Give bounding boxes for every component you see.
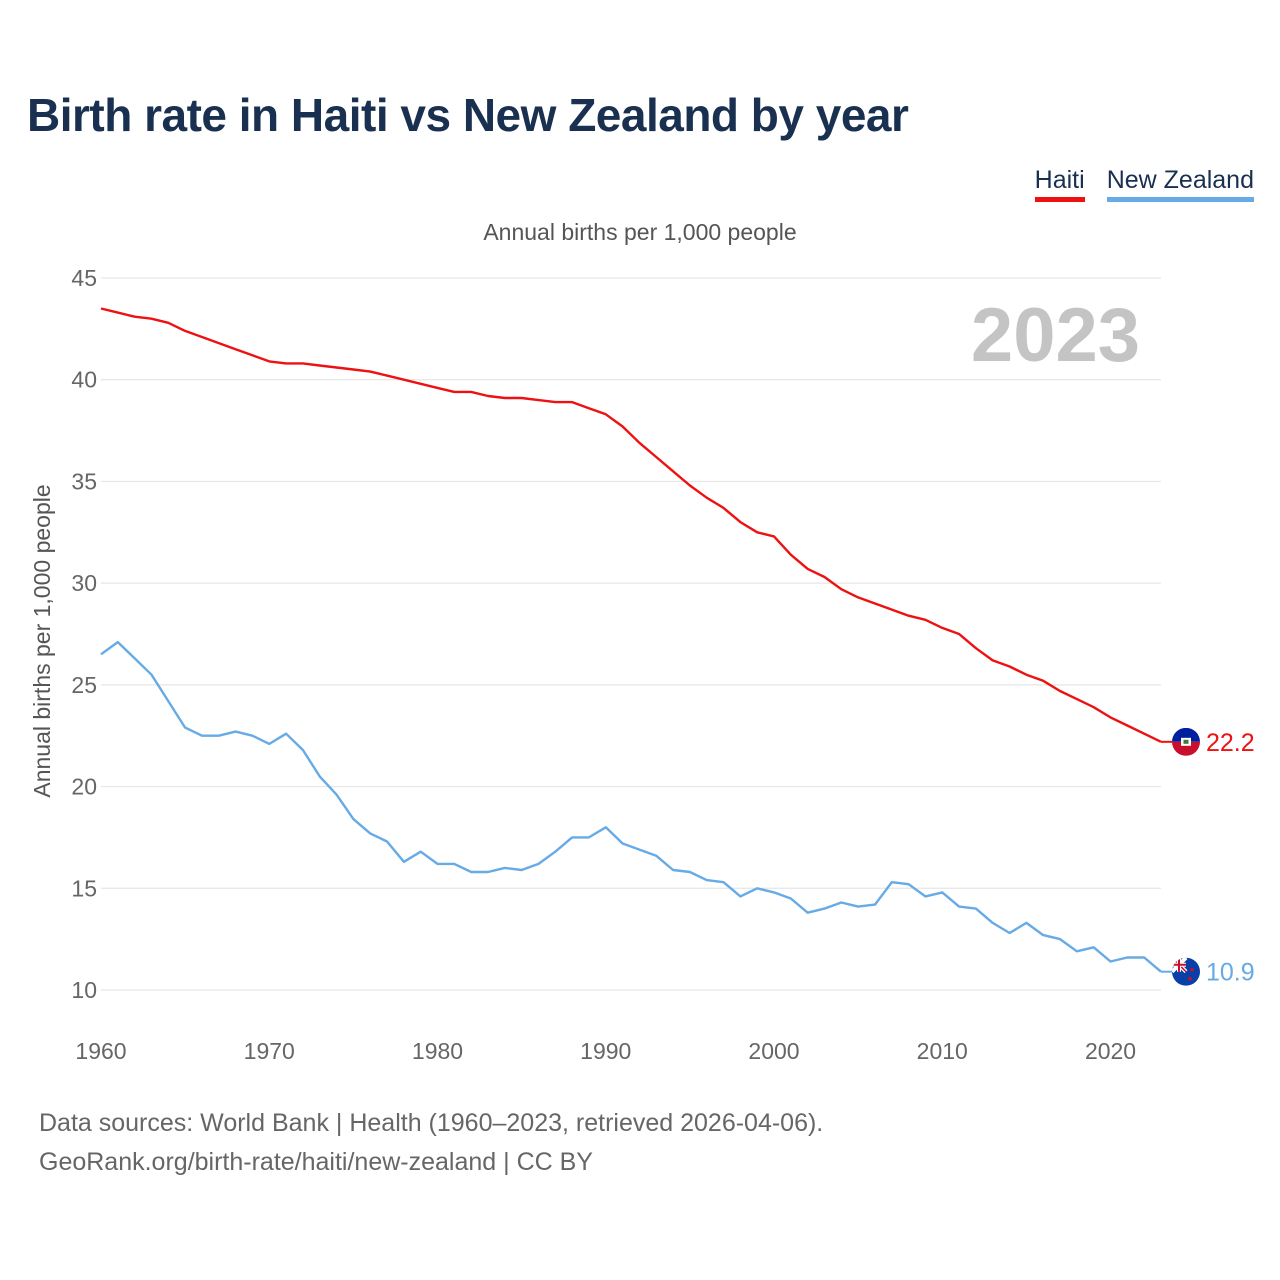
y-tick-label: 40 xyxy=(71,367,97,393)
year-watermark: 2023 xyxy=(971,293,1140,378)
legend: Haiti New Zealand xyxy=(1034,166,1254,202)
x-tick-label: 2020 xyxy=(1085,1038,1136,1064)
y-axis-label: Annual births per 1,000 people xyxy=(29,484,55,797)
grid-lines xyxy=(101,277,1161,991)
x-tick-label: 1960 xyxy=(75,1038,126,1064)
y-tick-label: 20 xyxy=(71,774,97,800)
footer-link[interactable]: GeoRank.org/birth-rate/haiti/new-zealand… xyxy=(39,1148,593,1176)
x-tick-label: 2010 xyxy=(917,1038,968,1064)
series-line-new-zealand[interactable] xyxy=(100,640,1162,973)
legend-item-haiti[interactable]: Haiti xyxy=(1034,166,1085,202)
y-tick-label: 10 xyxy=(71,977,97,1003)
end-value-label-haiti: 22.2 xyxy=(1206,729,1255,757)
end-value-label-new-zealand: 10.9 xyxy=(1206,959,1255,987)
y-tick-label: 45 xyxy=(71,265,97,291)
chart-subtitle: Annual births per 1,000 people xyxy=(483,219,796,245)
y-tick-label: 30 xyxy=(71,570,97,596)
end-markers: 22.2 10.9 xyxy=(1172,727,1255,987)
y-axis-ticks: 10 15 20 25 30 35 40 45 xyxy=(71,265,97,1003)
series-line-haiti[interactable] xyxy=(100,307,1162,743)
y-tick-label: 35 xyxy=(71,468,97,494)
legend-item-new-zealand[interactable]: New Zealand xyxy=(1106,166,1254,202)
footer-sources: Data sources: World Bank | Health (1960–… xyxy=(39,1109,824,1137)
y-tick-label: 15 xyxy=(71,875,97,901)
footer: Data sources: World Bank | Health (1960–… xyxy=(39,1104,823,1182)
x-tick-label: 2000 xyxy=(748,1038,799,1064)
series-lines xyxy=(100,307,1172,973)
chart-title: Birth rate in Haiti vs New Zealand by ye… xyxy=(27,89,909,141)
x-tick-label: 1970 xyxy=(244,1038,295,1064)
x-tick-label: 1990 xyxy=(580,1038,631,1064)
x-tick-label: 1980 xyxy=(412,1038,463,1064)
x-axis-ticks: 1960 1970 1980 1990 2000 2010 2020 xyxy=(75,1038,1136,1064)
flag-new-zealand-icon xyxy=(1172,957,1200,986)
flag-haiti-icon xyxy=(1172,727,1200,756)
y-tick-label: 25 xyxy=(71,672,97,698)
